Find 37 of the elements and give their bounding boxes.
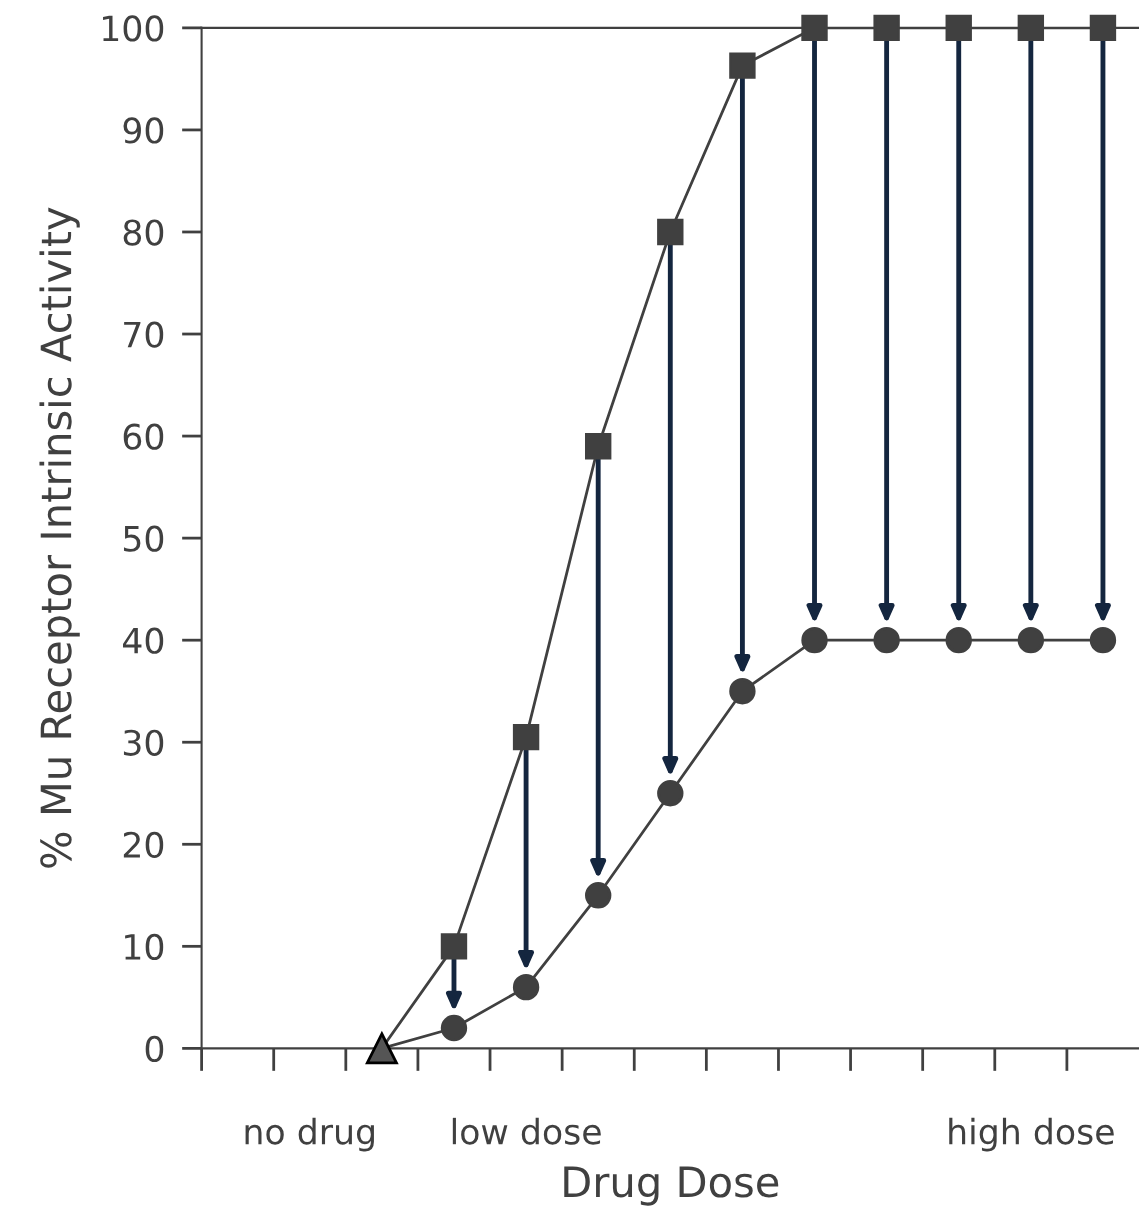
y-tick-label: 10 xyxy=(125,933,164,961)
y-tick-label: 0 xyxy=(145,1035,164,1063)
point xyxy=(1089,14,1117,42)
y-tick-label: 100 xyxy=(103,15,164,42)
point xyxy=(729,52,756,79)
point xyxy=(729,678,756,705)
y-tick-label: 80 xyxy=(123,219,164,246)
point xyxy=(365,1032,398,1065)
y-tick-label: 90 xyxy=(123,117,164,144)
point xyxy=(440,933,468,960)
y-tick-label: 70 xyxy=(124,321,164,348)
y-axis-title: % Mu Receptor Intrinsic Activity xyxy=(39,207,80,868)
y-tick-label: 20 xyxy=(123,831,164,858)
y-tick-label: 40 xyxy=(123,627,164,654)
x-axis-title: Drug Dose xyxy=(564,1166,779,1206)
point xyxy=(873,14,900,42)
x-tick-label: no drug xyxy=(245,1117,374,1152)
x-tick-label: low dose xyxy=(452,1117,601,1145)
x-tick-label: high dose xyxy=(949,1117,1114,1152)
point xyxy=(1089,626,1117,654)
point xyxy=(512,723,540,751)
point xyxy=(801,626,828,654)
point xyxy=(657,780,684,807)
point xyxy=(585,433,612,460)
point xyxy=(801,14,828,42)
point xyxy=(945,14,972,42)
point xyxy=(873,626,900,654)
point xyxy=(585,882,612,909)
y-tick-label: 30 xyxy=(123,729,164,756)
point xyxy=(1017,626,1045,654)
point xyxy=(1017,14,1045,42)
point xyxy=(657,218,684,246)
y-tick-label: 50 xyxy=(123,525,164,552)
point xyxy=(512,973,540,1001)
point xyxy=(945,626,972,654)
point xyxy=(440,1014,468,1042)
y-tick-label: 60 xyxy=(123,423,164,450)
